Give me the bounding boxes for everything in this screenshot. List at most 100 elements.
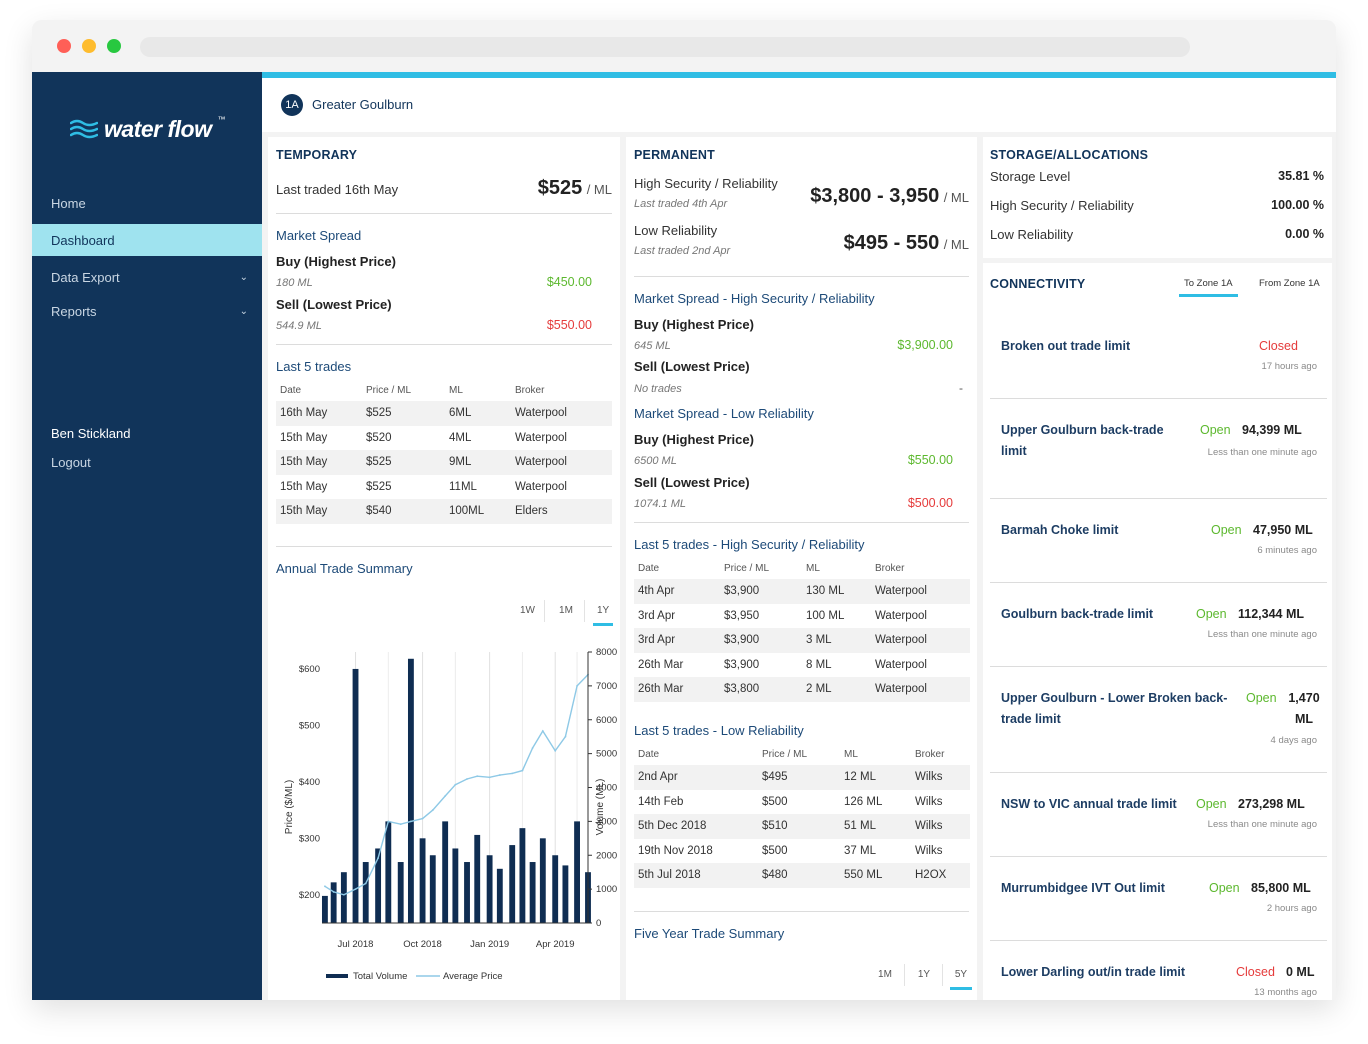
column-header: Price / ML xyxy=(366,385,412,396)
maximize-window-button[interactable] xyxy=(107,39,121,53)
storage-panel: STORAGE/ALLOCATIONS Storage Level 35.81 … xyxy=(983,137,1332,258)
limit-value: 1,470 ML xyxy=(1288,691,1320,726)
sidebar-item-label: Dashboard xyxy=(51,232,115,248)
timeframe-1m[interactable]: 1M xyxy=(559,605,573,616)
column-header: Price / ML xyxy=(762,749,808,760)
list-item[interactable]: Murrumbidgee IVT Out limit Open 85,800 M… xyxy=(990,857,1327,941)
volume-bar xyxy=(362,862,369,923)
trade-volume: 6ML xyxy=(445,401,511,426)
x-tick-label: Jul 2018 xyxy=(338,939,374,950)
storage-label: Low Reliability xyxy=(990,227,1074,242)
buy-label: Buy (Highest Price) xyxy=(276,254,396,269)
list-item[interactable]: Barmah Choke limit Open 47,950 ML 6 minu… xyxy=(990,499,1327,583)
zone-name[interactable]: Greater Goulburn xyxy=(312,97,414,112)
timeframe-1w[interactable]: 1W xyxy=(520,605,535,616)
list-item[interactable]: Lower Darling out/in trade limit Closed … xyxy=(990,941,1327,1000)
trade-price: $3,950 xyxy=(724,609,760,622)
trade-price: $500 xyxy=(762,844,788,857)
y2-axis-label: Volume (ML) xyxy=(595,779,606,836)
tab-from-zone[interactable]: From Zone 1A xyxy=(1259,278,1320,289)
divider xyxy=(634,276,969,277)
volume-bar xyxy=(552,855,559,923)
sidebar-item-dashboard[interactable]: Dashboard xyxy=(32,224,262,256)
subsection-title: Last 5 trades xyxy=(276,359,352,374)
table-row: 16th May $525 6ML Waterpool xyxy=(276,401,612,426)
price-value: $3,800 - 3,950 xyxy=(810,185,940,207)
trade-price: $3,800 xyxy=(720,677,802,702)
limit-value: 94,399 ML xyxy=(1242,423,1302,437)
limit-name: Murrumbidgee IVT Out limit xyxy=(1001,881,1165,895)
trade-date: 26th Mar xyxy=(638,658,684,671)
storage-label: High Security / Reliability xyxy=(990,198,1134,213)
table-row: 19th Nov 2018 $500 37 ML Wilks xyxy=(634,839,970,864)
list-item[interactable]: Upper Goulburn - Lower Broken back-trade… xyxy=(990,667,1327,773)
trade-price: $520 xyxy=(366,431,392,444)
buy-price: $450.00 xyxy=(546,275,592,289)
trade-date: 15th May xyxy=(280,431,328,444)
limit-updated: 13 months ago xyxy=(1254,987,1317,998)
list-item[interactable]: Goulburn back-trade limit Open 112,344 M… xyxy=(990,583,1327,667)
trade-date: 3rd Apr xyxy=(634,628,720,653)
volume-bar xyxy=(519,828,526,923)
trade-date: 26th Mar xyxy=(634,677,720,702)
column-header: ML xyxy=(844,749,858,760)
storage-value: 100.00 % xyxy=(1271,198,1324,212)
hs-trades-table: Date Price / ML ML Broker 4th Apr $3,900… xyxy=(634,558,970,702)
sell-price: - xyxy=(959,381,963,395)
buy-price: $3,900.00 xyxy=(897,338,953,352)
trades-table: Date Price / ML ML Broker 16th May $525 … xyxy=(276,380,612,524)
list-item[interactable]: Broken out trade limit Closed 17 hours a… xyxy=(990,309,1327,399)
table-row: 4th Apr $3,900 130 ML Waterpool xyxy=(634,579,970,604)
sidebar-item-reports[interactable]: Reports ⌄ xyxy=(32,295,262,327)
lr-last-traded: Last traded 2nd Apr xyxy=(634,245,731,257)
trade-broker: Wilks xyxy=(911,765,970,790)
subsection-title: Market Spread - High Security / Reliabil… xyxy=(634,291,875,306)
trade-date: 3rd Apr xyxy=(638,609,676,622)
y-tick-label: $500 xyxy=(299,720,320,731)
limit-status: Open xyxy=(1196,607,1227,621)
buy-label: Buy (Highest Price) xyxy=(634,317,754,332)
column-header: Broker xyxy=(915,749,945,760)
trade-date: 14th Feb xyxy=(638,795,684,808)
table-header-row: Date Price / ML ML Broker xyxy=(276,380,612,401)
list-item[interactable]: NSW to VIC annual trade limit Open 273,2… xyxy=(990,773,1327,857)
trade-volume: 100 ML xyxy=(806,609,845,622)
divider xyxy=(634,911,969,912)
waves-icon xyxy=(70,119,98,139)
list-item[interactable]: Upper Goulburn back-trade limit Open 94,… xyxy=(990,399,1327,499)
volume-bar xyxy=(407,658,414,923)
logo[interactable]: water flow ™ xyxy=(70,112,225,146)
timeframe-1y[interactable]: 1Y xyxy=(593,605,613,626)
limit-value: 273,298 ML xyxy=(1238,797,1305,811)
y2-tick-label: 2000 xyxy=(596,850,617,861)
timeframe-5y[interactable]: 5Y xyxy=(950,969,972,990)
timeframe-1y[interactable]: 1Y xyxy=(917,969,931,980)
limit-name: NSW to VIC annual trade limit xyxy=(1001,797,1177,811)
buy-label: Buy (Highest Price) xyxy=(634,432,754,447)
table-row: 5th Dec 2018 $510 51 ML Wilks xyxy=(634,814,970,839)
sidebar-item-data-export[interactable]: Data Export ⌄ xyxy=(32,261,262,293)
minimize-window-button[interactable] xyxy=(82,39,96,53)
buy-price: $550.00 xyxy=(907,453,953,467)
tab-to-zone[interactable]: To Zone 1A xyxy=(1179,278,1238,297)
limit-name: Goulburn back-trade limit xyxy=(1001,607,1154,621)
table-row: 5th Jul 2018 $480 550 ML H2OX xyxy=(634,863,970,888)
logout-link[interactable]: Logout xyxy=(51,455,91,470)
trade-volume: 100ML xyxy=(445,499,511,524)
sidebar-item-home[interactable]: Home xyxy=(32,187,262,219)
address-bar[interactable] xyxy=(140,37,1190,57)
browser-chrome xyxy=(32,20,1336,72)
price-unit: / ML xyxy=(943,237,969,252)
timeframe-1m[interactable]: 1M xyxy=(878,969,892,980)
volume-bar xyxy=(539,838,546,923)
y-tick-label: $300 xyxy=(299,833,320,844)
trade-price: $525 xyxy=(362,450,445,475)
divider xyxy=(942,964,943,986)
volume-bar xyxy=(352,668,359,923)
volume-bar xyxy=(419,838,426,923)
lr-label: Low Reliability xyxy=(634,223,718,238)
sell-price: $550.00 xyxy=(546,318,592,332)
close-window-button[interactable] xyxy=(57,39,71,53)
column-header: Date xyxy=(638,749,660,760)
sell-label: Sell (Lowest Price) xyxy=(276,297,392,312)
